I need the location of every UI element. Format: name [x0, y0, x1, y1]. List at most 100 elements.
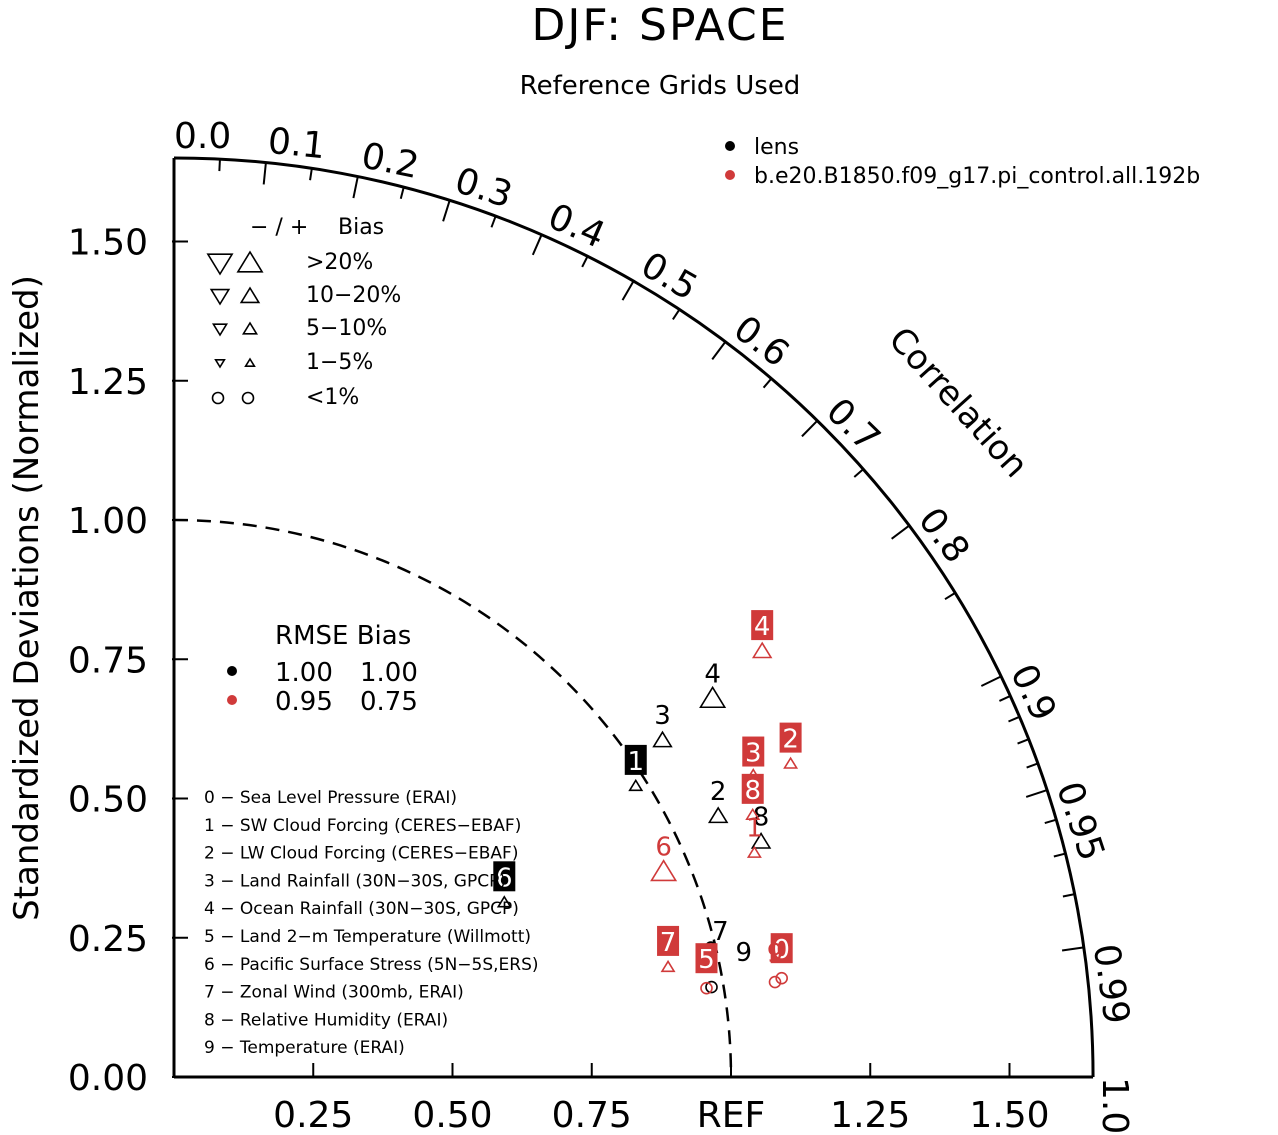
correlation-major-tick [980, 675, 1002, 687]
x-tick-label: 0.50 [412, 1095, 492, 1135]
bias-legend-down-triangle [209, 288, 231, 306]
correlation-minor-tick [1062, 893, 1075, 898]
series-1-marker-9 [768, 975, 782, 989]
y-tick-label: 0.75 [68, 640, 148, 681]
correlation-tick-label: 1.0 [1094, 1077, 1135, 1134]
correlation-minor-tick [762, 377, 773, 389]
bias-legend-label: <1% [306, 385, 359, 410]
series-1-marker-6 [650, 859, 678, 882]
variable-list-item: 7 − Zonal Wind (300mb, ERAI) [204, 983, 464, 1003]
rmse-legend-marker-1 [227, 695, 237, 705]
y-tick-label: 1.00 [68, 501, 148, 542]
x-tick-label: 1.25 [830, 1095, 910, 1135]
legend-label-model: b.e20.B1850.f09_g17.pi_control.all.192b [754, 164, 1200, 189]
correlation-minor-tick [1026, 762, 1039, 769]
x-tick-label: 0.75 [552, 1095, 632, 1135]
correlation-tick-label: 0.4 [542, 196, 611, 256]
correlation-major-tick [711, 341, 727, 360]
series-0-label-box-6 [493, 861, 516, 892]
correlation-minor-tick [1053, 852, 1066, 858]
series-0-label-box-1 [624, 744, 647, 775]
correlation-major-tick [1025, 789, 1048, 798]
bias-legend-up-triangle [241, 321, 259, 335]
correlation-major-tick [262, 162, 267, 185]
series-0-point-label-6: 6 [496, 863, 513, 893]
series-1-label-box-0 [770, 933, 793, 964]
series-1-point-label-3: 3 [745, 739, 762, 769]
bias-legend-up-circle [241, 391, 255, 405]
variable-list-item: 0 − Sea Level Pressure (ERAI) [204, 788, 457, 808]
correlation-major-tick [891, 524, 910, 540]
outer-arc [173, 156, 1095, 1078]
correlation-tick-label: 0.0 [174, 116, 231, 157]
chart-title: DJF: SPACE [531, 0, 788, 51]
data-points-group: 01234567890123456789 [493, 610, 802, 995]
series-1-label-box-8 [741, 773, 764, 804]
series-0-point-label-8: 8 [753, 803, 770, 833]
correlation-tick-label: 0.99 [1085, 941, 1137, 1026]
series-1-point-label-4: 4 [754, 612, 771, 642]
series-1-point-label-8: 8 [744, 776, 761, 806]
variable-list-item: 2 − LW Cloud Forcing (CERES−EBAF) [204, 844, 518, 864]
series-1-point-label-5: 5 [698, 945, 715, 975]
correlation-major-tick [531, 234, 543, 256]
series-1-label-box-3 [742, 736, 765, 767]
series-1-point-label-6: 6 [655, 833, 672, 863]
series-0-marker-6 [496, 895, 512, 908]
correlation-tick-label: 0.5 [634, 245, 704, 309]
correlation-tick-label: 0.7 [818, 391, 888, 460]
correlation-tick-label: 0.8 [910, 500, 977, 570]
correlation-tick-label: 0.3 [450, 160, 517, 216]
bias-legend-label: 5−10% [306, 316, 387, 341]
y-tick-label: 1.50 [68, 223, 148, 264]
correlation-minor-tick [999, 695, 1011, 702]
series-0-point-label-1: 1 [627, 747, 644, 777]
x-tick-label: 1.50 [969, 1095, 1049, 1135]
legend-label-lens: lens [754, 135, 799, 160]
correlation-major-tick [1061, 946, 1085, 952]
series-1-label-box-5 [695, 943, 718, 974]
series-0-marker-2 [707, 806, 729, 824]
rmse-legend-rmse-0: 1.00 [275, 658, 333, 688]
x-tick-label: 0.25 [273, 1095, 353, 1135]
rmse-legend-bias-1: 0.75 [360, 687, 418, 717]
legend-marker-model [725, 170, 735, 180]
series-1-label-box-2 [779, 722, 802, 753]
series-1-marker-5 [700, 981, 713, 995]
y-tick-label: 0.25 [68, 919, 148, 960]
correlation-minor-tick [1008, 715, 1020, 723]
correlation-tick-label: 0.9 [1002, 658, 1064, 727]
correlation-minor-tick [399, 186, 405, 200]
y-tick-label: 0.00 [68, 1058, 148, 1099]
variable-list: 0 − Sea Level Pressure (ERAI) 1 − SW Clou… [204, 788, 539, 1058]
correlation-minor-tick [1044, 818, 1057, 824]
series-0-marker-5 [705, 980, 718, 994]
correlation-minor-tick [218, 159, 221, 172]
series-legend: lens b.e20.B1850.f09_g17.pi_control.all.… [725, 135, 1200, 189]
correlation-minor-tick [672, 308, 681, 321]
x-tick-label: REF [697, 1095, 765, 1135]
legend-marker-lens [725, 141, 735, 151]
series-1-marker-4 [751, 641, 773, 659]
series-1-marker-1 [746, 845, 762, 858]
y-axis-label: Standardized Deviations (Normalized) [7, 275, 47, 921]
series-1-marker-2 [783, 756, 799, 769]
series-0-point-label-7: 7 [712, 917, 729, 947]
bias-legend-up-triangle [236, 250, 264, 273]
series-1-point-label-9: 9 [767, 939, 784, 969]
bias-legend-up-triangle [244, 357, 256, 367]
chart-subtitle: Reference Grids Used [520, 71, 801, 101]
y-tick-label: 0.50 [68, 780, 148, 821]
series-1-point-label-2: 2 [782, 725, 799, 755]
y-tick-label: 1.25 [68, 362, 148, 403]
correlation-major-tick [442, 199, 451, 222]
variable-list-item: 1 − SW Cloud Forcing (CERES−EBAF) [204, 816, 521, 836]
series-1-marker-0 [775, 971, 788, 985]
series-0-marker-3 [652, 730, 673, 748]
bias-legend-down-triangle [211, 323, 229, 337]
series-1-label-box-4 [751, 610, 774, 641]
series-1-point-label-7: 7 [660, 928, 677, 958]
rmse-legend-header: RMSE Bias [275, 621, 411, 651]
correlation-major-tick [352, 176, 359, 199]
series-0-marker-1 [628, 778, 644, 792]
